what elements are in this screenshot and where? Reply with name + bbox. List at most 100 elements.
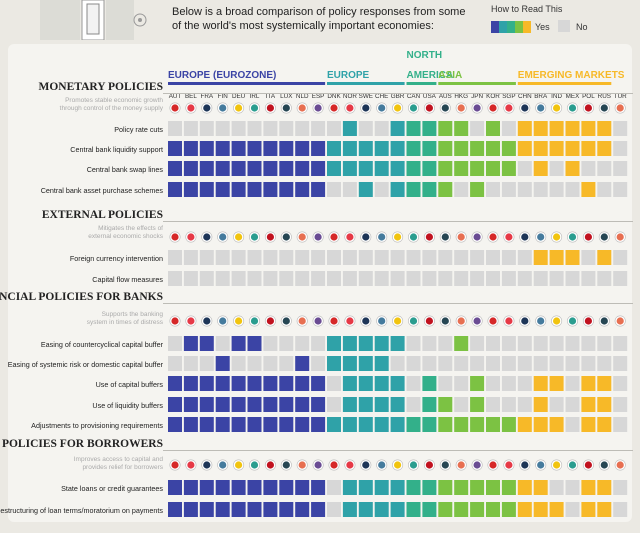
- legend-no-swatch: [558, 20, 570, 32]
- cell-2-1-bra: [533, 356, 548, 371]
- cell-1-0-sgp: [501, 250, 516, 265]
- cell-0-1-che: [374, 141, 389, 156]
- country-code-deu: DEU: [232, 93, 246, 100]
- cell-0-0-ind: [549, 121, 564, 136]
- cell-2-1-lux: [279, 356, 294, 371]
- cell-0-2-che: [374, 161, 389, 176]
- cell-2-2-bra: [533, 376, 548, 391]
- flag-icon-inner-fra-1: [203, 233, 211, 241]
- cell-0-3-sgp: [501, 182, 516, 197]
- section-desc-line2-1: external economic shocks: [88, 233, 164, 240]
- flag-icon-inner-aut-2: [171, 317, 179, 325]
- cell-2-2-pol: [581, 376, 596, 391]
- cell-2-0-fra: [199, 336, 214, 351]
- region-label-line1-2: NORTH: [407, 50, 443, 61]
- flag-icon-inner-sgp-2: [505, 317, 513, 325]
- cell-2-2-chn: [517, 376, 532, 391]
- cell-3-1-aus: [438, 502, 453, 517]
- section-title-2: FINANCIAL POLICIES FOR BANKS: [0, 291, 163, 303]
- cell-2-3-dnk: [327, 397, 341, 412]
- cell-0-1-rus: [597, 141, 612, 156]
- cell-3-0-deu: [231, 480, 246, 495]
- flag-icon-inner-can-3: [409, 461, 418, 469]
- cell-0-1-fra: [199, 141, 214, 156]
- cell-3-1-fin: [215, 502, 230, 517]
- cell-2-2-tur: [613, 376, 628, 391]
- flag-icon-inner-bra-0: [537, 104, 545, 112]
- cell-3-1-bel: [183, 502, 198, 517]
- cell-1-1-mex: [565, 271, 580, 286]
- cell-2-4-lux: [279, 417, 294, 432]
- cell-2-1-kor: [486, 356, 500, 371]
- cell-0-0-che: [374, 121, 389, 136]
- row-label-0-2: Central bank swap lines: [87, 165, 164, 174]
- cell-3-0-nld: [295, 480, 310, 495]
- cell-2-2-ita: [263, 376, 278, 391]
- flag-icon-inner-aus-0: [441, 104, 449, 112]
- cell-2-0-usa: [422, 336, 437, 351]
- cell-2-2-sgp: [501, 376, 516, 391]
- cell-2-2-mex: [565, 376, 580, 391]
- cell-0-0-usa: [422, 121, 437, 136]
- flag-icon-inner-nld-0: [298, 104, 306, 112]
- cell-3-0-lux: [279, 480, 294, 495]
- cell-0-0-nld: [295, 121, 310, 136]
- cell-0-3-che: [374, 182, 389, 197]
- cell-3-0-usa: [422, 480, 437, 495]
- region-line-4: [517, 82, 612, 85]
- flag-icon-inner-bra-2: [537, 317, 545, 325]
- cell-2-1-swe: [358, 356, 373, 371]
- cell-0-2-pol: [581, 161, 596, 176]
- cell-1-1-fra: [199, 271, 214, 286]
- cell-2-2-ind: [549, 376, 564, 391]
- flag-icon-inner-tur-2: [616, 317, 624, 325]
- cell-2-3-lux: [279, 397, 294, 412]
- section-desc-line2-3: provides relief for borrowers: [82, 464, 163, 471]
- country-code-ind: IND: [551, 93, 562, 100]
- cell-0-0-chn: [517, 121, 532, 136]
- cell-3-0-chn: [517, 480, 532, 495]
- flag-icon-inner-lux-2: [282, 317, 290, 325]
- cell-2-0-swe: [358, 336, 373, 351]
- cell-1-0-bel: [183, 250, 198, 265]
- flag-icon-inner-mex-3: [568, 461, 577, 469]
- flag-icon-inner-nld-3: [298, 461, 306, 469]
- flag-icon-inner-nor-0: [346, 104, 354, 112]
- cell-0-0-swe: [358, 121, 373, 136]
- cell-2-4-nld: [295, 417, 310, 432]
- country-code-chn: CHN: [518, 93, 532, 100]
- cell-2-1-che: [374, 356, 389, 371]
- cell-1-1-bel: [183, 271, 198, 286]
- cell-3-1-bra: [533, 502, 548, 517]
- cell-3-1-irl: [247, 502, 262, 517]
- cell-3-0-swe: [358, 480, 373, 495]
- cell-2-4-aus: [438, 417, 453, 432]
- cell-2-0-hkg: [454, 336, 469, 351]
- flag-icon-inner-fin-3: [219, 461, 227, 469]
- cell-0-1-nor: [342, 141, 357, 156]
- country-code-bra: BRA: [534, 93, 548, 100]
- cell-2-0-rus: [597, 336, 612, 351]
- row-label-2-3: Use of liquidity buffers: [92, 401, 163, 410]
- row-label-0-1: Central bank liquidity support: [70, 145, 163, 154]
- country-code-usa: USA: [423, 93, 437, 100]
- flag-icon-inner-tur-0: [616, 104, 624, 112]
- cell-2-2-nor: [342, 376, 357, 391]
- cell-0-1-chn: [517, 141, 532, 156]
- cell-0-2-ind: [549, 161, 564, 176]
- cell-2-1-fin: [215, 356, 230, 371]
- flag-icon-inner-chn-2: [521, 317, 529, 325]
- cell-0-1-usa: [422, 141, 437, 156]
- cell-2-0-tur: [613, 336, 628, 351]
- flag-icon-inner-fin-1: [219, 233, 227, 241]
- cell-0-2-nld: [295, 161, 310, 176]
- cell-0-3-lux: [279, 182, 294, 197]
- section-desc-line2-2: system in times of distress: [87, 319, 164, 326]
- country-code-jpn: JPN: [471, 93, 483, 100]
- cell-0-1-swe: [358, 141, 373, 156]
- cell-1-1-bra: [533, 271, 548, 286]
- cell-1-0-swe: [358, 250, 373, 265]
- country-code-pol: POL: [582, 93, 595, 100]
- flag-icon-inner-lux-1: [282, 233, 290, 241]
- cell-2-3-pol: [581, 397, 596, 412]
